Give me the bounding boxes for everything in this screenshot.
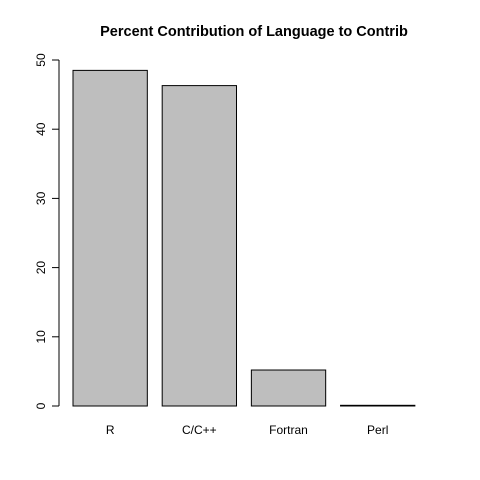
- bar-fortran: [250, 369, 327, 407]
- y-tick-label: 30: [34, 191, 48, 205]
- category-labels: R C/C++ Fortran Perl: [106, 423, 389, 437]
- category-label: R: [106, 423, 115, 437]
- bar-r: [72, 69, 148, 407]
- category-label: Perl: [367, 423, 388, 437]
- y-tick-label: 20: [34, 261, 48, 275]
- y-tick-label: 40: [34, 122, 48, 136]
- y-tick-label: 10: [34, 330, 48, 344]
- bar-perl: [340, 404, 416, 407]
- bars-group: [72, 69, 416, 407]
- y-tick-label: 0: [34, 402, 48, 409]
- bar-c-c-: [161, 85, 238, 407]
- chart-title: Percent Contribution of Language to Cont…: [100, 24, 408, 40]
- y-axis: 0 10 20 30 40 50: [34, 53, 60, 409]
- y-tick-label: 50: [34, 53, 48, 67]
- category-label: Fortran: [269, 423, 308, 437]
- category-label: C/C++: [182, 423, 217, 437]
